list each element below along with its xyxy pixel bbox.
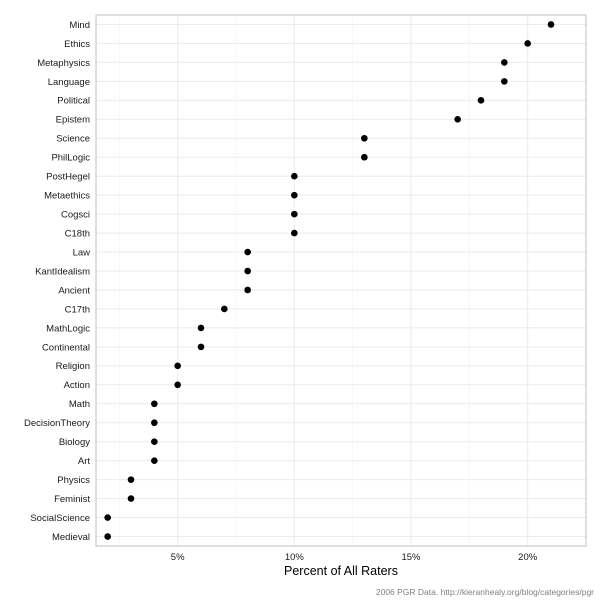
x-tick-label: 20% bbox=[518, 552, 538, 563]
y-tick-label: SocialScience bbox=[30, 513, 90, 524]
y-tick-label: Political bbox=[57, 96, 90, 107]
y-tick-label: Math bbox=[69, 399, 90, 410]
data-point-language bbox=[501, 78, 508, 85]
data-point-physics bbox=[127, 476, 135, 483]
data-point-religion bbox=[174, 362, 181, 370]
data-point-math bbox=[151, 400, 158, 408]
data-point-decisiontheory bbox=[151, 419, 158, 427]
y-tick-label: Cogsci bbox=[61, 210, 90, 221]
data-point-socialscience bbox=[104, 514, 111, 521]
data-point-science bbox=[361, 134, 368, 142]
y-tick-label: Art bbox=[78, 456, 91, 467]
y-tick-label: Feminist bbox=[54, 494, 90, 505]
data-point-ancient bbox=[244, 286, 251, 294]
data-point-medieval bbox=[104, 533, 111, 540]
y-tick-label: Action bbox=[64, 380, 90, 391]
data-point-metaphysics bbox=[501, 59, 508, 66]
x-axis-title: Percent of All Raters bbox=[284, 564, 398, 578]
data-point-posthegel bbox=[291, 172, 298, 180]
x-tick-labels: 5% 10% 15% 20% bbox=[171, 552, 538, 563]
data-point-c18th bbox=[291, 229, 298, 237]
y-tick-label: Language bbox=[48, 77, 90, 88]
y-tick-label: Continental bbox=[42, 342, 90, 353]
data-point-biology bbox=[151, 438, 158, 445]
y-tick-label: Ethics bbox=[64, 39, 90, 50]
y-tick-label: Metaethics bbox=[44, 191, 90, 202]
x-tick-label: 5% bbox=[171, 552, 185, 563]
y-tick-label: MathLogic bbox=[46, 323, 90, 334]
data-points bbox=[104, 21, 555, 540]
x-tick-label: 15% bbox=[401, 552, 421, 563]
y-tick-label: C17th bbox=[65, 304, 90, 315]
y-tick-label: PhilLogic bbox=[51, 153, 90, 164]
y-tick-label: Physics bbox=[57, 475, 90, 486]
y-tick-label: Epistem bbox=[56, 115, 90, 126]
y-tick-label: Science bbox=[56, 134, 90, 145]
y-tick-label: Medieval bbox=[52, 532, 90, 543]
grid-lines bbox=[96, 15, 586, 546]
y-tick-label: Metaphysics bbox=[37, 58, 90, 69]
data-point-continental bbox=[197, 343, 205, 351]
data-point-epistem bbox=[454, 116, 461, 123]
y-tick-label: Religion bbox=[56, 361, 90, 372]
data-point-ethics bbox=[524, 40, 531, 47]
y-tick-label: Mind bbox=[69, 20, 90, 31]
data-point-phillogic bbox=[361, 153, 368, 161]
data-point-action bbox=[174, 381, 181, 389]
y-tick-label: KantIdealism bbox=[35, 266, 90, 277]
y-tick-label: Ancient bbox=[58, 285, 90, 296]
data-point-cogsci bbox=[291, 210, 298, 218]
data-point-political bbox=[477, 97, 485, 104]
plot-panel bbox=[95, 14, 587, 547]
x-tick-label: 10% bbox=[285, 552, 305, 563]
y-tick-label: PostHegel bbox=[46, 172, 90, 183]
data-point-feminist bbox=[127, 495, 135, 502]
data-point-law bbox=[244, 248, 251, 256]
data-point-kantidealism bbox=[244, 267, 251, 275]
data-point-metaethics bbox=[291, 191, 298, 199]
y-tick-label: C18th bbox=[65, 228, 90, 239]
y-tick-label: Law bbox=[73, 247, 91, 258]
y-tick-labels: Mind Ethics Metaphysics Language Political Ep… bbox=[24, 20, 90, 543]
y-tick-label: DecisionTheory bbox=[24, 418, 90, 429]
y-tick-label: Biology bbox=[59, 437, 90, 448]
data-point-c17th bbox=[221, 305, 228, 313]
data-point-mind bbox=[547, 21, 555, 28]
chart-caption: 2006 PGR Data. http://kieranhealy.org/bl… bbox=[376, 587, 594, 597]
data-point-art bbox=[151, 457, 158, 464]
data-point-mathlogic bbox=[197, 324, 205, 332]
